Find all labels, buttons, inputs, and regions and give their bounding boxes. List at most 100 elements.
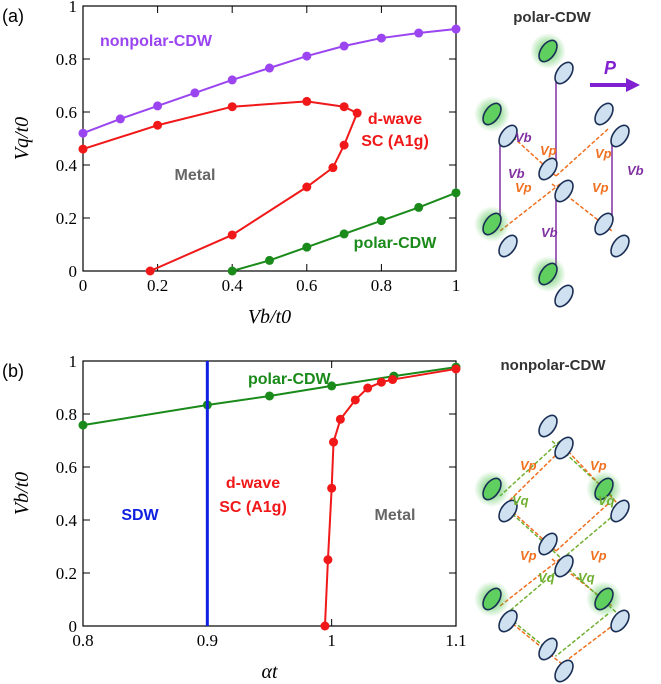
x-tick-label: 1 — [327, 631, 336, 650]
schematic-title: polar-CDW — [513, 9, 591, 26]
x-tick-label: 1 — [452, 276, 461, 295]
molecule — [538, 262, 558, 286]
series-line — [323, 367, 457, 627]
data-point — [451, 24, 461, 34]
molecule-pair — [474, 471, 518, 523]
data-point — [328, 163, 338, 173]
bond — [507, 509, 563, 560]
bond-label: Vb — [508, 166, 525, 181]
bond-label: Vp — [590, 458, 607, 473]
molecule-pair — [538, 414, 574, 460]
molecule — [538, 39, 558, 63]
bond-label: Vb — [541, 225, 558, 240]
molecule — [538, 637, 558, 661]
molecule-pair — [474, 581, 518, 633]
bond-label: Vp — [592, 180, 609, 195]
bond — [555, 613, 609, 657]
y-tick-label: 0.6 — [56, 458, 77, 477]
bond-label: Vp — [520, 548, 537, 563]
annotation: SC (A1g) — [219, 499, 287, 516]
data-point — [451, 188, 461, 198]
bond-label: Vq — [512, 493, 529, 508]
data-point — [115, 114, 125, 124]
x-tick-label: 0.6 — [296, 276, 317, 295]
bond — [563, 446, 619, 505]
molecule-pair — [474, 96, 518, 148]
molecule-pair — [586, 471, 630, 523]
bond-label: Vp — [515, 180, 532, 195]
molecule-pair — [474, 206, 518, 258]
molecule-pair — [538, 532, 574, 578]
molecule — [554, 659, 574, 683]
bond-label: Vq — [538, 570, 555, 585]
data-point — [302, 51, 312, 61]
data-point — [302, 242, 312, 252]
bond-label: Vp — [590, 548, 607, 563]
molecule-pair — [530, 33, 574, 85]
molecule — [610, 499, 630, 523]
data-point — [78, 144, 88, 154]
data-point — [339, 102, 349, 112]
molecule — [482, 212, 502, 236]
annotation: nonpolar-CDW — [100, 33, 213, 50]
data-point — [320, 621, 330, 631]
plot-frame — [82, 360, 457, 627]
molecule — [482, 477, 502, 501]
data-point — [350, 395, 360, 405]
molecule-pair — [538, 637, 574, 683]
data-point — [339, 229, 349, 239]
bond-label: Vq — [578, 570, 595, 585]
data-point — [145, 266, 155, 276]
molecule-pair — [594, 212, 630, 258]
data-point — [227, 230, 237, 240]
data-point — [388, 375, 398, 385]
x-axis-label: Vb/t0 — [248, 306, 291, 328]
bond — [499, 183, 561, 232]
molecule — [554, 554, 574, 578]
bond — [499, 440, 561, 497]
y-tick-label: 0.8 — [56, 405, 77, 424]
x-tick-label: 0.8 — [72, 631, 93, 650]
bond-label: Vp — [520, 458, 537, 473]
series-line — [82, 100, 359, 272]
molecule — [594, 587, 614, 611]
x-axis-label: αt — [261, 661, 277, 683]
plot-frame — [82, 5, 457, 272]
y-tick-label: 0.4 — [56, 511, 78, 530]
molecule — [482, 587, 502, 611]
annotation: SDW — [121, 507, 159, 524]
bond-label: Vq — [598, 493, 615, 508]
panel-label: (a) — [2, 6, 24, 26]
bond — [505, 564, 565, 615]
molecule — [498, 124, 518, 148]
molecule — [538, 414, 558, 438]
bond-label: Vp — [595, 146, 612, 161]
y-axis-label: Vb/t0 — [11, 472, 33, 515]
data-point — [227, 266, 237, 276]
molecule-pair — [530, 256, 574, 308]
annotation: polar-CDW — [354, 235, 438, 252]
data-point — [327, 483, 337, 493]
molecule — [594, 477, 614, 501]
series-line — [82, 366, 457, 427]
data-point — [335, 414, 345, 424]
x-tick-label: 0.8 — [371, 276, 392, 295]
y-tick-label: 0.8 — [56, 50, 77, 69]
data-point — [329, 437, 339, 447]
molecule — [554, 179, 574, 203]
bond — [505, 446, 565, 505]
molecule — [610, 124, 630, 148]
y-tick-label: 1 — [69, 0, 78, 16]
molecule — [538, 532, 558, 556]
data-point — [339, 140, 349, 150]
y-tick-label: 0.6 — [56, 103, 77, 122]
y-tick-label: 1 — [69, 352, 78, 371]
annotation: d-wave — [226, 475, 280, 492]
data-point — [323, 555, 333, 565]
data-point — [339, 41, 349, 51]
data-point — [352, 108, 362, 118]
molecule — [498, 499, 518, 523]
molecule — [498, 609, 518, 633]
data-point — [227, 102, 237, 112]
